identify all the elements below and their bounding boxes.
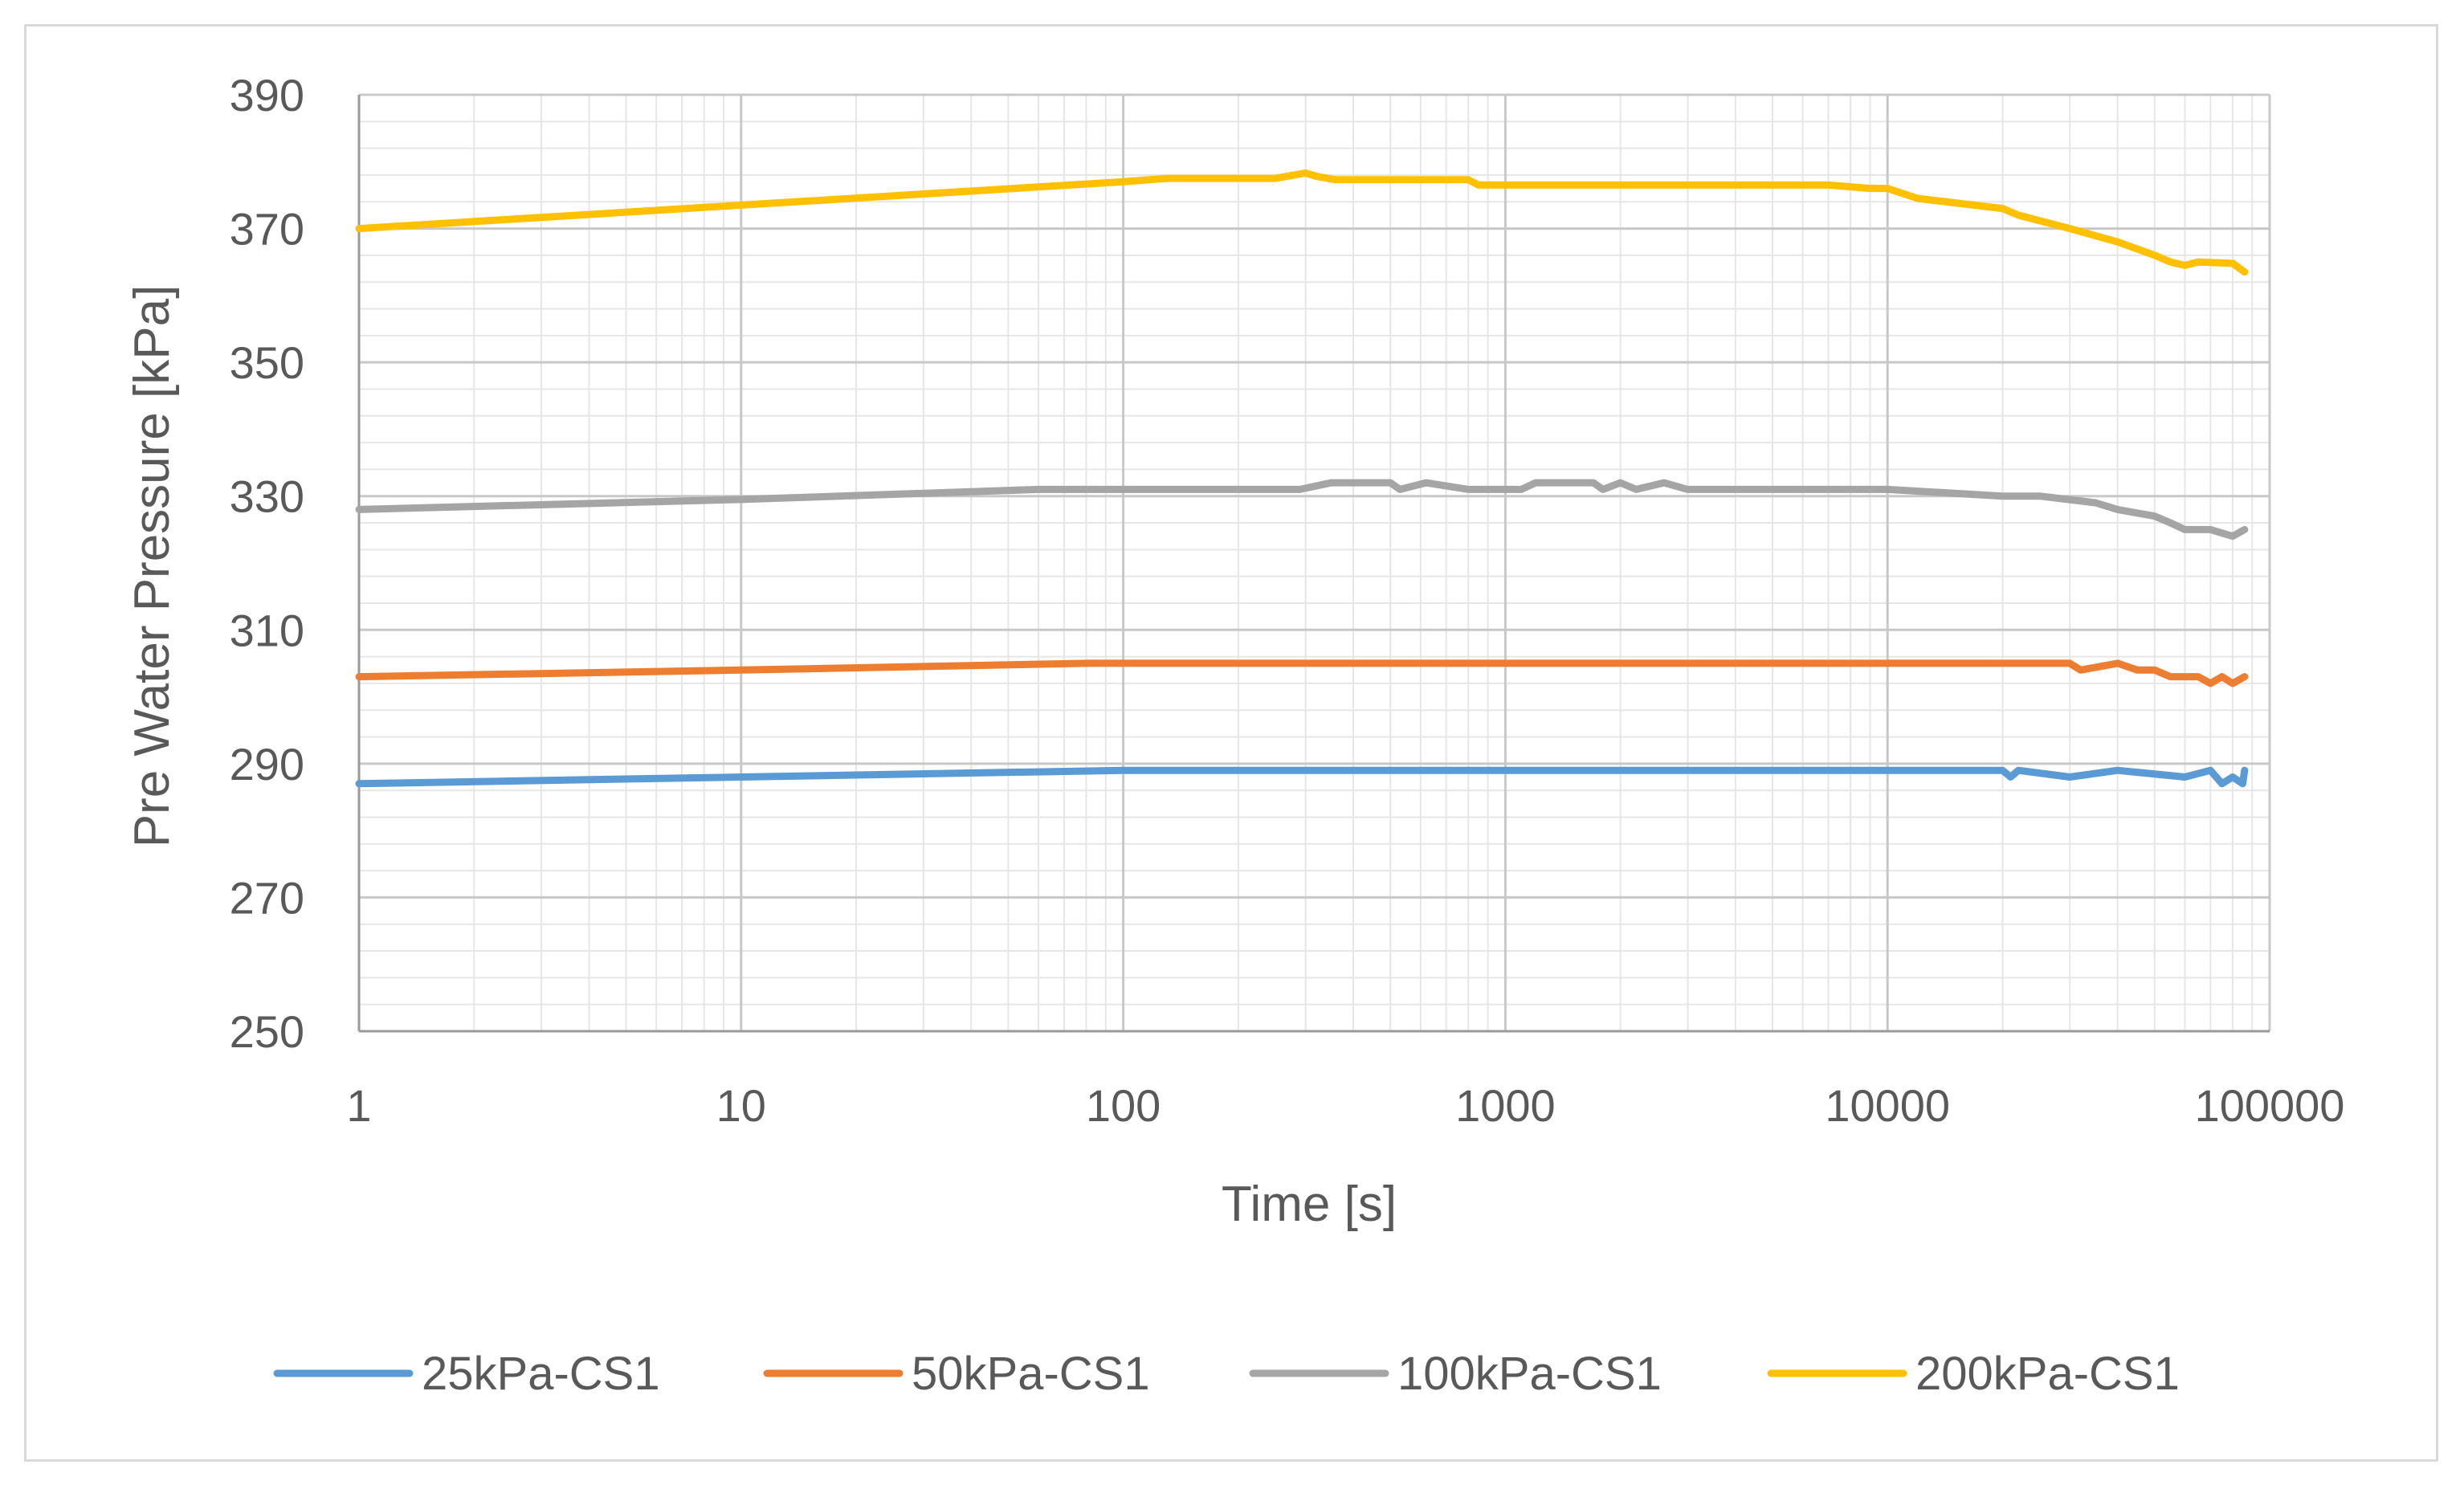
axes <box>357 95 2270 1033</box>
y-tick-label: 350 <box>230 337 304 388</box>
legend-label: 50kPa-CS1 <box>912 1348 1150 1400</box>
y-tick-label: 270 <box>230 872 304 923</box>
series-line-200kPa-CS1 <box>355 169 2249 276</box>
legend: 25kPa-CS1 50kPa-CS1 100kPa-CS1 200kPa-CS1 <box>273 1348 2180 1400</box>
series-line-50kPa-CS1 <box>355 659 2249 687</box>
x-tick-label: 1 <box>346 1080 371 1131</box>
series-lines <box>355 169 2249 788</box>
y-tick-label: 250 <box>230 1006 304 1057</box>
x-tick-label: 1000 <box>1455 1080 1556 1131</box>
chart-frame <box>24 24 2438 1462</box>
y-tick-label: 370 <box>230 204 304 255</box>
major-gridlines <box>357 93 2271 1033</box>
series-line-100kPa-CS1 <box>355 479 2249 541</box>
legend-label: 200kPa-CS1 <box>1915 1348 2180 1400</box>
y-tick-label: 290 <box>230 739 304 789</box>
y-tick-label: 390 <box>230 70 304 120</box>
legend-label: 25kPa-CS1 <box>422 1348 660 1400</box>
x-tick-label: 10 <box>716 1080 766 1131</box>
y-axis-title: Pre Water Pressure [kPa] <box>124 285 180 848</box>
legend-label: 100kPa-CS1 <box>1397 1348 1662 1400</box>
y-tick-label: 310 <box>230 605 304 655</box>
x-tick-label: 100 <box>1086 1080 1161 1131</box>
series-line-25kPa-CS1 <box>355 766 2249 788</box>
y-tick-label: 330 <box>230 471 304 522</box>
tick-labels: 1 10 100 1000 10000 100000 250 270 290 310 330 350 3… <box>230 70 2345 1131</box>
minor-gridlines <box>359 94 2270 1032</box>
x-axis-title: Time [s] <box>1222 1177 1397 1232</box>
x-tick-label: 10000 <box>1825 1080 1950 1131</box>
x-tick-label: 100000 <box>2195 1080 2345 1131</box>
